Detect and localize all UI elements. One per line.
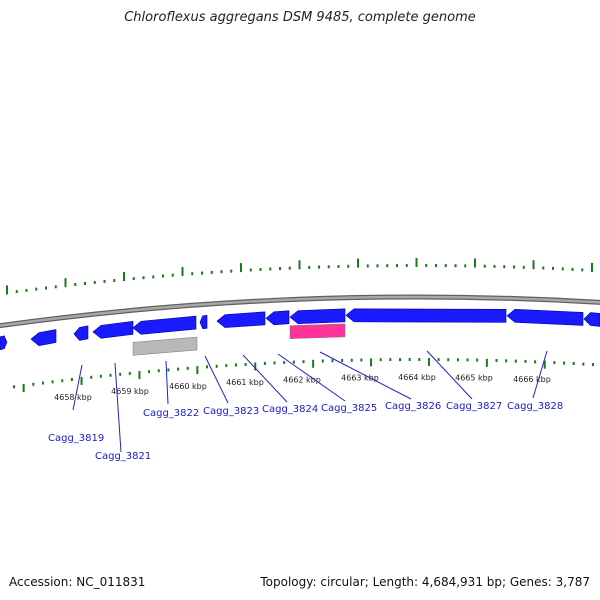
gene-label-leader (277, 353, 346, 402)
gene-label-leader (72, 364, 83, 411)
kbp-tick-label: 4663 kbp (341, 374, 379, 383)
gene-label-leader (242, 354, 288, 403)
gene-arrow[interactable] (199, 314, 208, 330)
gene-arrow[interactable] (583, 312, 600, 327)
gene-label[interactable]: Cagg_3827 (446, 401, 502, 412)
kbp-tick-label: 4659 kbp (111, 387, 149, 396)
gene-label[interactable]: Cagg_3822 (143, 408, 199, 419)
gene-label[interactable]: Cagg_3825 (321, 403, 377, 414)
gene-arrow[interactable] (132, 315, 197, 335)
gene-arrow[interactable] (289, 308, 346, 324)
gene-arrow[interactable] (30, 329, 57, 346)
gene-feature-gray[interactable] (132, 336, 198, 356)
gene-label[interactable]: Cagg_3824 (262, 404, 318, 415)
kbp-tick-label: 4661 kbp (226, 378, 264, 387)
gene-arrow[interactable] (265, 310, 290, 326)
gene-label-leader (319, 351, 412, 400)
kbp-tick-label: 4665 kbp (455, 374, 493, 383)
gene-arrow[interactable] (216, 311, 266, 328)
gene-arrow[interactable] (73, 325, 89, 341)
genome-backbone (0, 295, 600, 327)
gene-arrow[interactable] (92, 320, 134, 339)
kbp-tick-label: 4666 kbp (513, 375, 551, 384)
gene-label[interactable]: Cagg_3826 (385, 401, 441, 412)
gene-arrow[interactable] (0, 335, 8, 351)
gene-label-leader (426, 350, 473, 400)
gene-label-leader (114, 362, 122, 453)
map-title: Chloroflexus aggregans DSM 9485, complet… (124, 10, 476, 25)
gene-arrow[interactable] (345, 308, 507, 323)
gene-label-leader (532, 350, 548, 399)
gene-label[interactable]: Cagg_3828 (507, 401, 563, 412)
gene-feature-pink[interactable] (289, 323, 346, 339)
accession-label: Accession: NC_011831 (9, 575, 146, 589)
gene-arrow[interactable] (506, 308, 584, 326)
gene-label[interactable]: Cagg_3823 (203, 406, 259, 417)
genome-info-label: Topology: circular; Length: 4,684,931 bp… (260, 575, 590, 589)
gene-label[interactable]: Cagg_3819 (48, 433, 104, 444)
kbp-tick-label: 4662 kbp (283, 375, 321, 384)
gene-label-leader (165, 360, 169, 405)
gene-label[interactable]: Cagg_3821 (95, 451, 151, 462)
gene-label-leader (204, 355, 229, 404)
kbp-tick-label: 4658 kbp (54, 393, 92, 402)
kbp-tick-label: 4660 kbp (169, 382, 207, 391)
kbp-tick-label: 4664 kbp (398, 373, 436, 382)
